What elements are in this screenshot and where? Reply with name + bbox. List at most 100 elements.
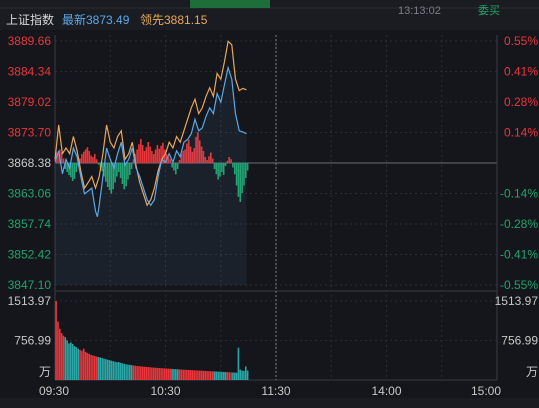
diff-bar: [71, 163, 74, 181]
diff-bar: [128, 163, 131, 175]
volume-bar: [217, 371, 219, 380]
percent-tick-right: 0.14%: [504, 126, 538, 140]
diff-bar: [195, 136, 197, 163]
volume-bar: [156, 367, 159, 380]
percent-tick-right: 0.55%: [504, 34, 538, 48]
volume-bar: [222, 371, 225, 380]
diff-bar: [160, 145, 162, 163]
price-tick-left: 3863.06: [8, 187, 52, 201]
volume-bar: [99, 357, 102, 380]
percent-tick-right: -0.14%: [500, 187, 538, 201]
percent-tick-right: 0.41%: [504, 65, 538, 79]
diff-bar: [62, 158, 65, 163]
volume-bar: [235, 372, 238, 380]
header-partial-block: [190, 0, 270, 8]
volume-bar: [187, 369, 190, 380]
diff-bar: [110, 163, 113, 194]
volume-bar: [70, 342, 72, 380]
price-line: [54, 65, 247, 217]
diff-bar: [176, 163, 179, 169]
diff-bar: [244, 163, 247, 178]
price-tick-left: 3873.70: [8, 126, 52, 140]
index-name[interactable]: 上证指数: [6, 12, 54, 27]
volume-bar: [92, 355, 94, 380]
volume-bar: [103, 358, 105, 380]
diff-bar: [191, 151, 194, 163]
volume-bar: [79, 349, 81, 380]
volume-bar: [123, 363, 126, 380]
volume-bar: [143, 366, 146, 380]
volume-bar: [84, 351, 87, 380]
volume-bar: [125, 364, 127, 380]
volume-bar: [152, 367, 155, 380]
diff-bar: [145, 147, 148, 163]
diff-bar: [241, 163, 243, 193]
volume-bar: [110, 360, 113, 380]
time-tick: 10:30: [150, 384, 180, 398]
volume-bars: [55, 301, 249, 380]
volume-bar: [64, 337, 67, 380]
diff-bar: [97, 163, 100, 165]
volume-bar: [169, 368, 172, 380]
volume-bar: [57, 321, 59, 380]
volume-bar: [60, 333, 63, 380]
volume-bar: [221, 371, 223, 380]
price-lines: [54, 40, 247, 285]
volume-bar: [202, 370, 205, 380]
volume-bar: [93, 355, 96, 380]
volume-tick-right: 756.99: [501, 334, 538, 348]
volume-bar: [147, 367, 149, 380]
diff-bar: [95, 159, 98, 163]
volume-bar: [171, 368, 173, 380]
leading-label: 领先: [140, 13, 164, 27]
diff-bar: [184, 149, 186, 163]
volume-bar: [244, 366, 247, 380]
volume-bar: [154, 367, 157, 380]
volume-bar: [176, 369, 179, 380]
volume-bar: [243, 370, 245, 380]
diff-bar: [198, 140, 201, 163]
diff-bar: [173, 163, 175, 171]
volume-bar: [210, 371, 212, 380]
volume-bar: [130, 365, 133, 380]
diff-bar: [169, 159, 172, 163]
diff-bar: [73, 163, 76, 179]
latest-value: 3873.49: [86, 13, 130, 27]
volume-bar: [121, 363, 124, 380]
volume-bar: [189, 370, 192, 380]
volume-bar: [184, 369, 186, 380]
price-tick-left: 3884.34: [8, 65, 52, 79]
volume-bar: [134, 365, 137, 380]
diff-bar: [130, 163, 133, 169]
diff-bar: [217, 163, 219, 180]
volume-bar: [55, 301, 57, 380]
diff-bar: [108, 163, 111, 190]
time-tick: 15:00: [471, 384, 501, 398]
price-tick-left: 3868.38: [8, 156, 52, 170]
volume-bar: [233, 372, 236, 380]
volume-bar: [75, 347, 78, 380]
diff-bar: [141, 145, 144, 163]
header-right-partial: 委买: [478, 4, 500, 17]
diff-bar: [246, 163, 249, 171]
volume-bar: [175, 369, 177, 380]
diff-bar: [143, 151, 146, 163]
diff-bar: [82, 151, 85, 163]
diff-bar: [237, 163, 240, 197]
diff-bar: [213, 163, 216, 169]
volume-bar: [68, 343, 70, 380]
diff-bar: [112, 163, 114, 190]
volume-bar: [136, 365, 138, 380]
volume-bar: [114, 361, 116, 380]
diff-bar: [114, 163, 116, 183]
diff-bar: [182, 151, 184, 163]
volume-bar: [163, 368, 166, 380]
volume-bar: [58, 328, 61, 380]
volume-bar: [173, 369, 175, 380]
diff-bar: [147, 142, 149, 163]
diff-bar: [224, 163, 227, 166]
volume-bar: [226, 372, 229, 380]
diff-bar: [57, 154, 59, 163]
diff-bar: [219, 163, 221, 177]
